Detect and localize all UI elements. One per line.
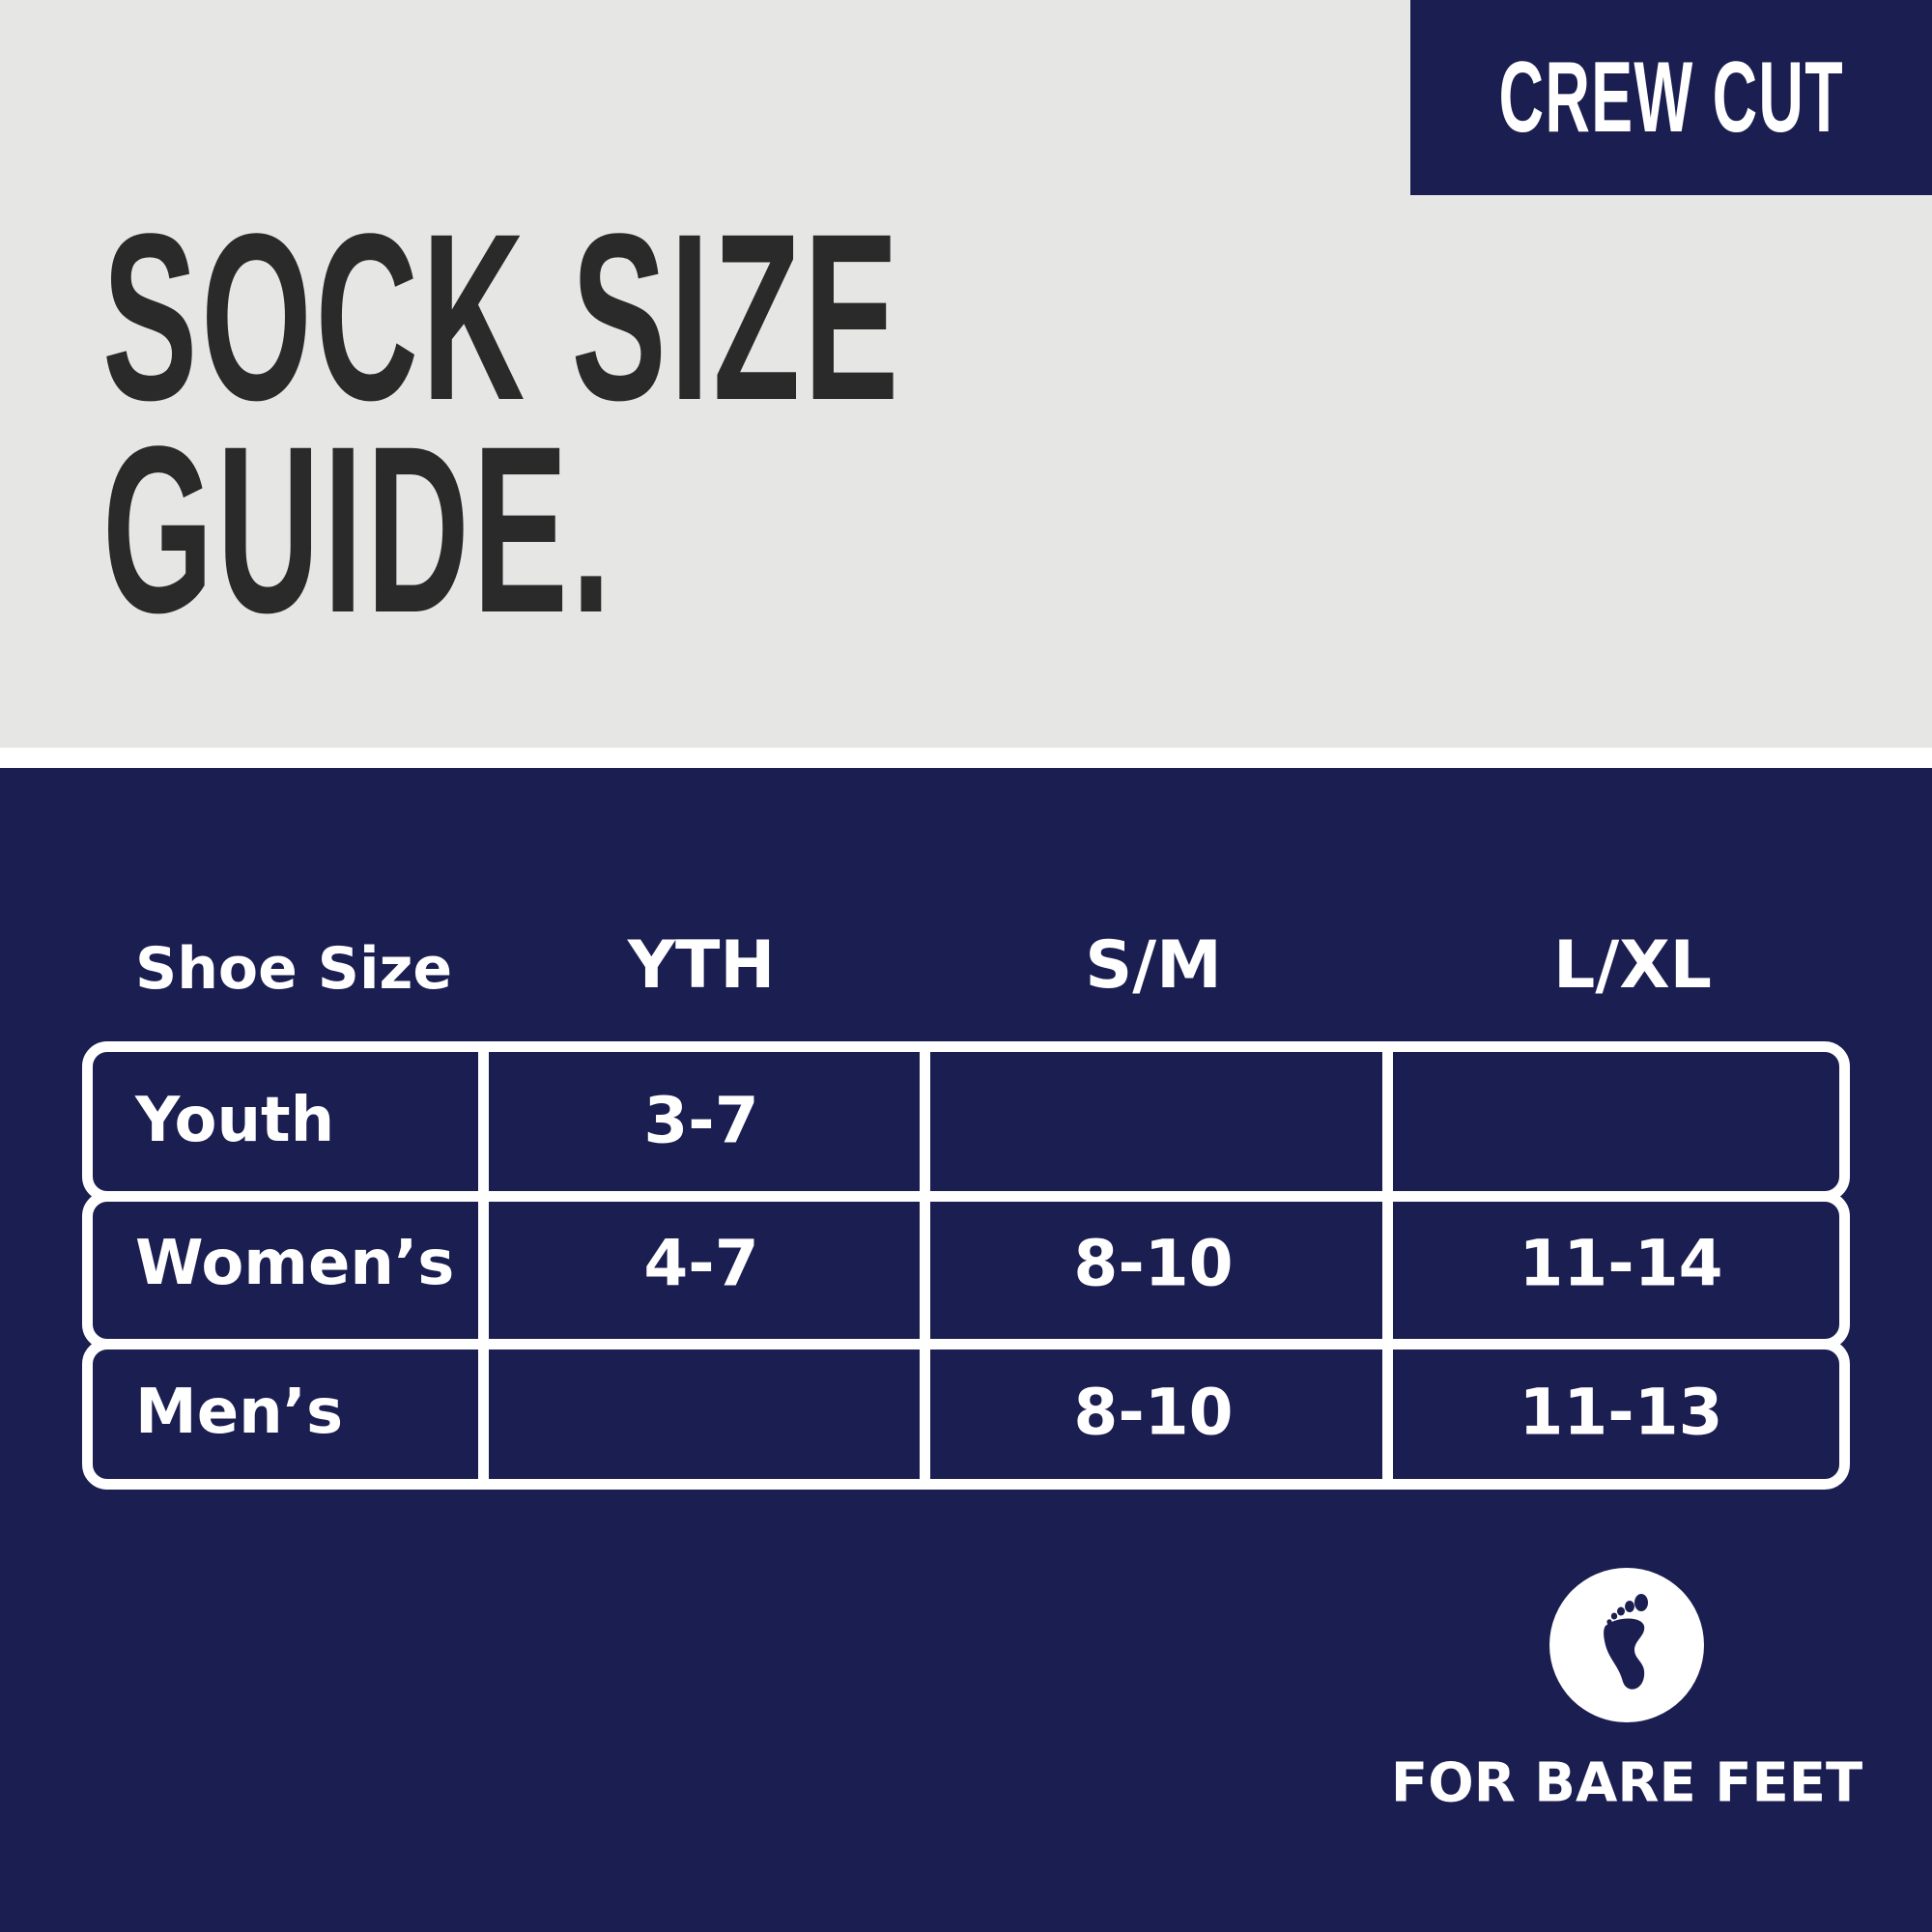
page-title-line1: SOCK SIZE <box>102 185 902 450</box>
table-row <box>82 1041 1850 1202</box>
header-sm: S/M <box>1085 927 1222 1004</box>
page-title-line2: GUIDE. <box>102 397 615 663</box>
crew-cut-badge: CREW CUT <box>1410 0 1932 195</box>
bare-foot-icon <box>1549 1568 1704 1722</box>
header-lxl: L/XL <box>1553 927 1712 1004</box>
row-label-womens: Women’s <box>135 1228 455 1299</box>
cell-womens-sm: 8-10 <box>1073 1226 1234 1301</box>
cell-youth-yth: 3-7 <box>643 1083 759 1158</box>
column-divider <box>920 1041 930 1490</box>
header-yth: YTH <box>627 927 776 1004</box>
cell-womens-lxl: 11-14 <box>1519 1226 1723 1301</box>
cell-mens-sm: 8-10 <box>1073 1375 1234 1450</box>
size-chart-panel <box>0 768 1932 1932</box>
cell-womens-yth: 4-7 <box>643 1226 759 1301</box>
for-bare-feet-label: FOR BARE FEET <box>1390 1751 1863 1815</box>
table-row <box>82 1339 1850 1490</box>
cell-mens-lxl: 11-13 <box>1519 1375 1723 1450</box>
badge-text: CREW CUT <box>1498 41 1844 154</box>
row-label-youth: Youth <box>135 1085 335 1156</box>
row-label-mens: Men’s <box>135 1377 344 1448</box>
header-shoe-size: Shoe Size <box>135 935 453 1003</box>
divider <box>0 748 1932 768</box>
column-divider <box>478 1041 489 1490</box>
column-divider <box>1382 1041 1393 1490</box>
